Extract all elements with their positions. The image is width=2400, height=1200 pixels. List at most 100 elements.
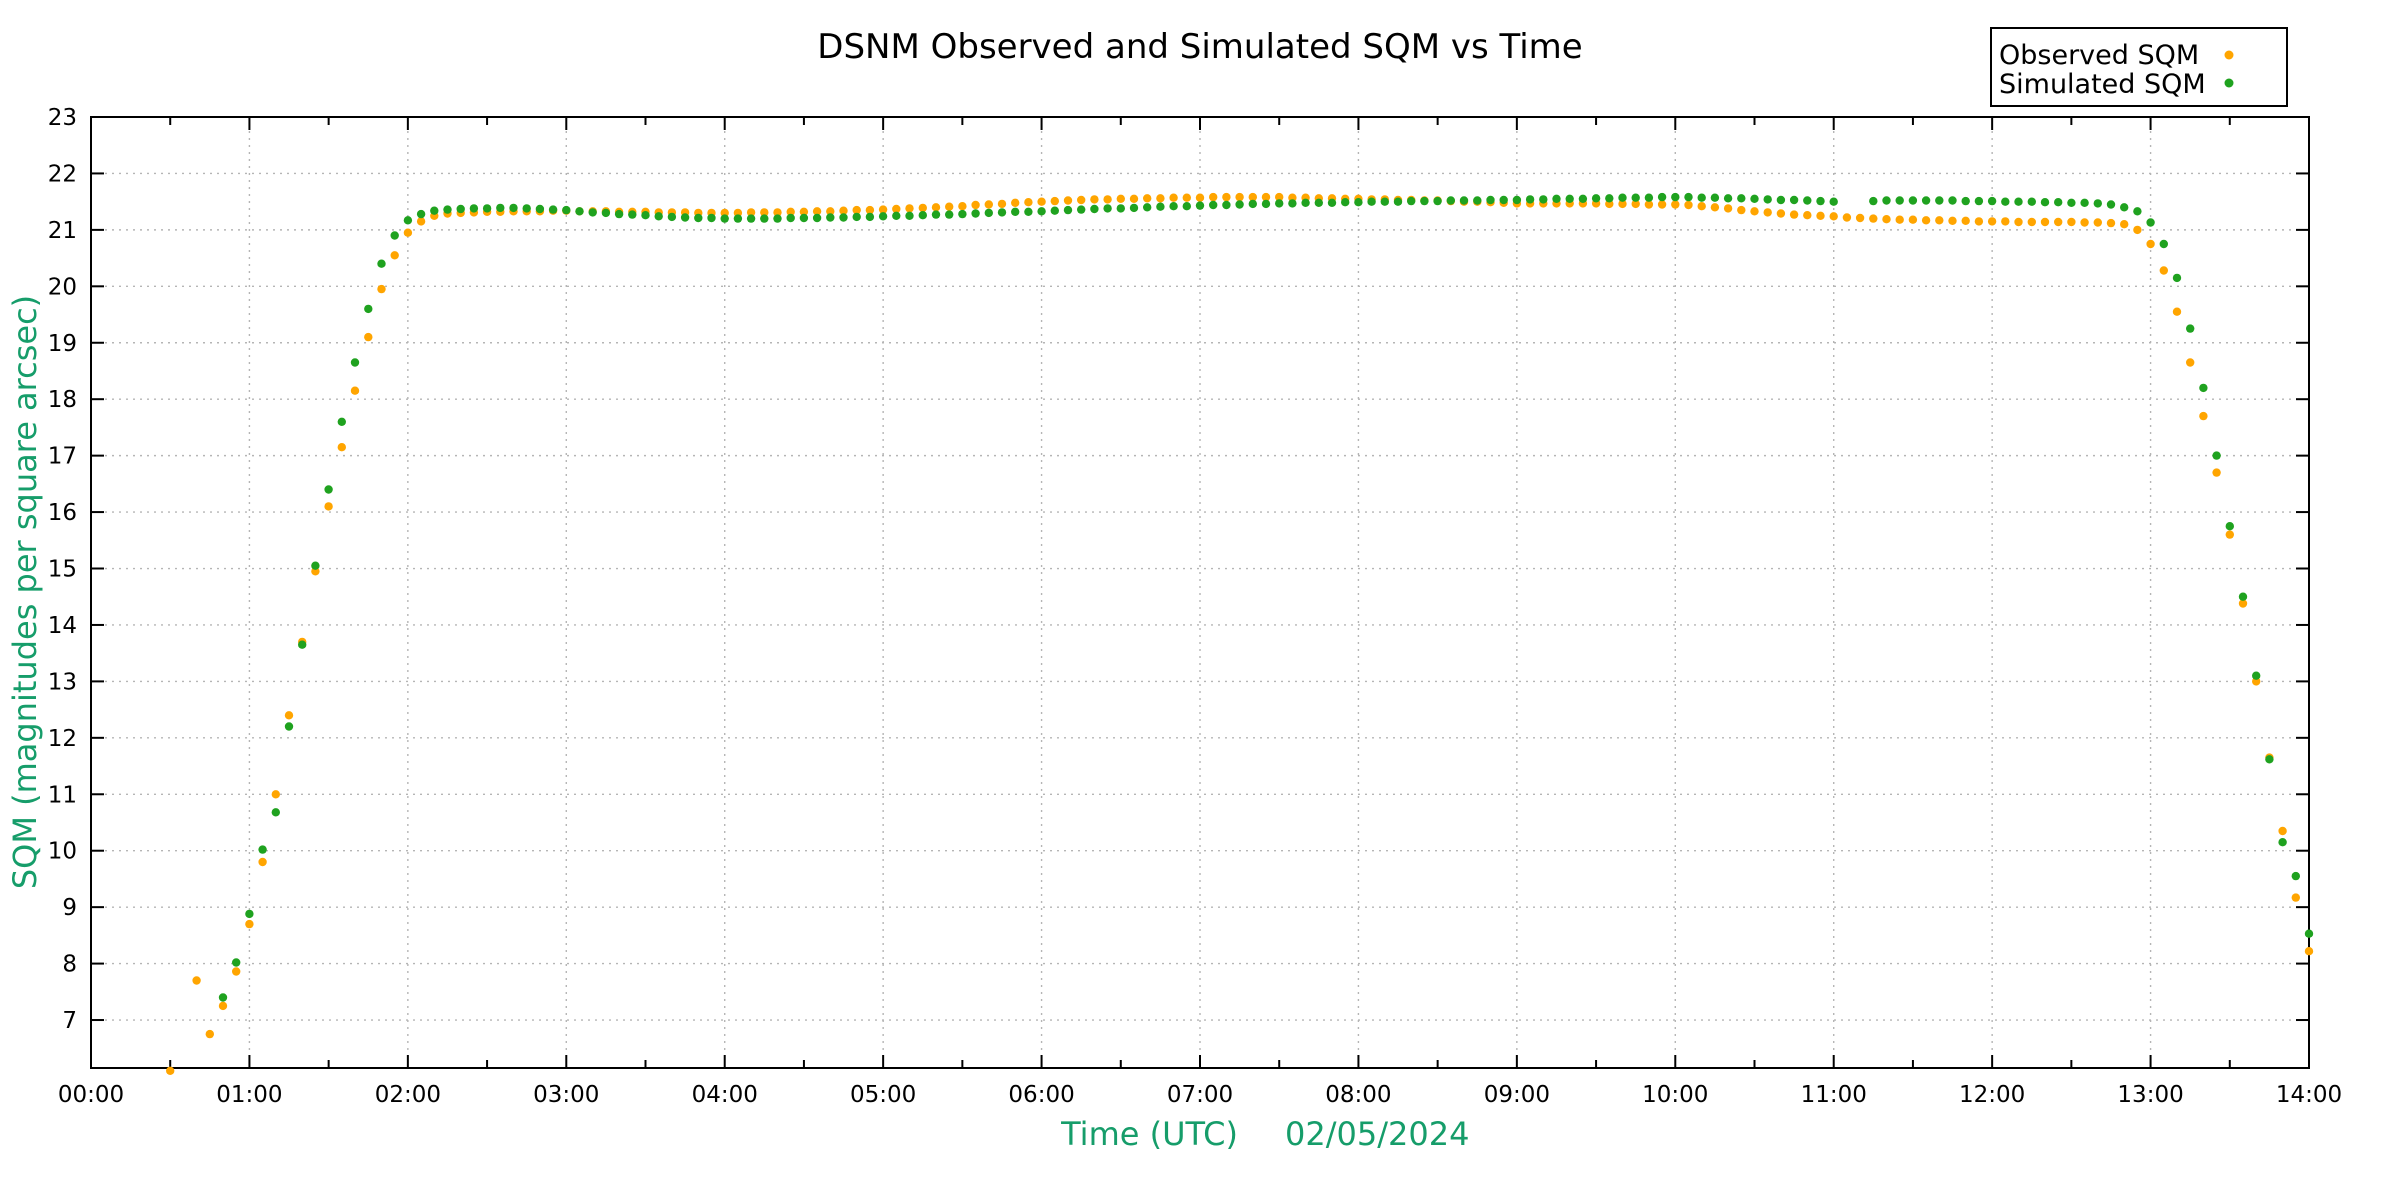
y-axis-label: SQM (magnitudes per square arcsec)	[6, 295, 44, 889]
data-point-observed	[1037, 197, 1046, 206]
data-point-simulated	[2120, 203, 2129, 212]
data-point-simulated	[694, 213, 703, 223]
data-point-simulated	[905, 211, 914, 220]
data-point-simulated	[1961, 196, 1970, 206]
data-point-simulated	[826, 213, 835, 222]
data-point-simulated	[1063, 205, 1073, 215]
x-tick-label: 08:00	[1325, 1082, 1391, 1108]
data-point-simulated	[1129, 203, 1139, 213]
data-point-observed	[1816, 211, 1825, 220]
y-tick-label: 7	[62, 1008, 77, 1034]
data-point-simulated	[298, 640, 307, 649]
data-point-simulated	[1948, 196, 1957, 205]
data-point-observed	[1644, 200, 1654, 209]
data-point-simulated	[1908, 196, 1918, 205]
data-point-simulated	[1565, 194, 1574, 203]
data-point-observed	[1011, 198, 1020, 207]
data-point-observed	[2080, 218, 2089, 227]
y-tick-label: 15	[48, 557, 77, 583]
data-point-simulated	[852, 212, 861, 222]
data-point-simulated	[1380, 197, 1390, 206]
data-point-observed	[1829, 212, 1838, 221]
data-point-simulated	[1169, 202, 1178, 211]
data-point-observed	[1974, 217, 1984, 226]
data-point-simulated	[1657, 192, 1667, 202]
y-tick-label: 8	[62, 952, 77, 978]
data-point-simulated	[1605, 194, 1614, 203]
x-tick-label: 11:00	[1801, 1082, 1867, 1108]
data-point-observed	[1921, 216, 1931, 225]
data-point-simulated	[377, 259, 386, 268]
data-point-simulated	[1829, 197, 1838, 206]
data-point-observed	[1631, 199, 1640, 209]
data-point-simulated	[1314, 198, 1324, 207]
y-tick-label: 20	[48, 274, 77, 300]
data-point-simulated	[1869, 196, 1878, 206]
data-point-simulated	[430, 206, 439, 215]
data-point-simulated	[654, 212, 663, 221]
data-point-simulated	[945, 210, 954, 219]
data-point-observed	[1090, 195, 1099, 204]
data-point-observed	[377, 284, 386, 294]
data-point-observed	[971, 200, 980, 210]
data-point-simulated	[733, 214, 743, 223]
data-point-observed	[2001, 217, 2010, 226]
data-point-simulated	[707, 213, 716, 223]
data-point-simulated	[720, 214, 729, 223]
data-point-simulated	[1367, 197, 1376, 206]
legend-box	[1990, 27, 2288, 107]
data-point-observed	[1750, 207, 1759, 216]
data-point-simulated	[1763, 195, 1772, 204]
data-point-simulated	[2199, 383, 2208, 393]
data-point-simulated	[786, 213, 795, 223]
data-point-simulated	[1288, 199, 1297, 208]
x-axis-date-label: 02/05/2024	[1285, 1115, 1469, 1153]
data-point-simulated	[1195, 201, 1205, 210]
data-point-simulated	[1420, 196, 1429, 206]
data-point-simulated	[1235, 200, 1244, 209]
data-point-observed	[2225, 530, 2234, 539]
data-point-simulated	[416, 209, 426, 219]
data-point-observed	[1248, 192, 1258, 202]
x-tick-label: 12:00	[1959, 1082, 2025, 1108]
y-tick-label: 18	[48, 387, 77, 413]
data-point-observed	[1710, 203, 1720, 212]
data-point-observed	[337, 443, 346, 452]
data-point-simulated	[628, 210, 637, 219]
y-tick-label: 11	[48, 782, 77, 808]
data-point-observed	[2304, 947, 2314, 956]
data-point-simulated	[1895, 196, 1904, 205]
data-point-observed	[218, 1001, 228, 1011]
data-point-observed	[1935, 216, 1944, 225]
data-point-simulated	[2146, 218, 2155, 227]
data-point-simulated	[1209, 200, 1218, 210]
data-point-simulated	[2080, 198, 2089, 207]
data-point-observed	[1195, 193, 1205, 202]
data-point-simulated	[984, 208, 993, 218]
data-point-observed	[245, 919, 254, 929]
data-point-simulated	[799, 213, 809, 223]
data-point-observed	[1103, 195, 1112, 204]
data-point-simulated	[1578, 194, 1588, 203]
data-point-observed	[1948, 216, 1957, 225]
data-point-simulated	[232, 958, 241, 967]
y-tick-label: 14	[48, 613, 77, 639]
data-point-simulated	[1407, 196, 1416, 206]
data-point-simulated	[1750, 194, 1759, 203]
data-point-observed	[416, 217, 426, 226]
data-point-observed	[1908, 215, 1918, 224]
data-point-observed	[826, 207, 835, 216]
data-point-observed	[852, 205, 861, 215]
data-point-observed	[166, 1066, 175, 1076]
data-point-simulated	[1552, 194, 1561, 203]
data-point-simulated	[1037, 207, 1046, 216]
data-point-simulated	[482, 204, 492, 213]
data-point-simulated	[2186, 324, 2195, 333]
data-point-observed	[2133, 225, 2142, 235]
data-point-observed	[284, 711, 294, 720]
data-point-observed	[2027, 217, 2037, 227]
data-point-simulated	[548, 205, 558, 214]
data-point-simulated	[469, 204, 479, 213]
data-point-simulated	[1697, 193, 1706, 202]
data-point-simulated	[403, 216, 413, 225]
